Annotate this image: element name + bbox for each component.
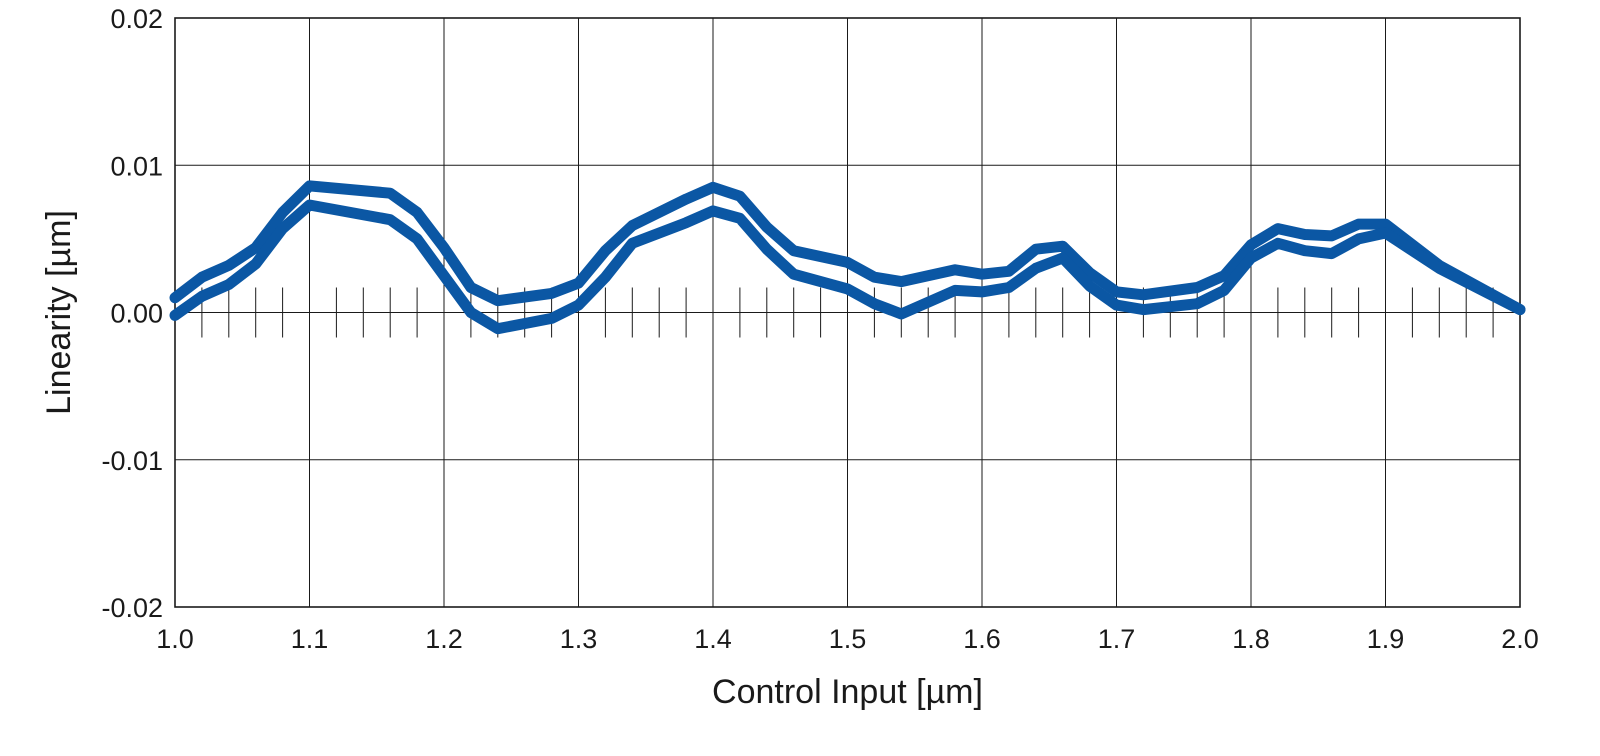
series-group	[169, 180, 1526, 335]
x-tick-label: 1.8	[1232, 624, 1270, 654]
x-tick-label: 1.5	[829, 624, 867, 654]
series-line-1	[169, 180, 1526, 316]
x-tick-label: 1.3	[560, 624, 598, 654]
zero-line-minor-ticks	[201, 287, 1494, 338]
x-tick-label: 1.9	[1367, 624, 1405, 654]
x-tick-label: 1.4	[694, 624, 732, 654]
x-axis-title: Control Input [µm]	[712, 673, 983, 711]
y-tick-label: -0.02	[101, 593, 163, 623]
y-axis-title: Linearity [µm]	[40, 210, 78, 415]
x-tick-labels: 1.0 1.1 1.2 1.3 1.4 1.5 1.6 1.7 1.8 1.9 2.0	[156, 624, 1539, 654]
y-tick-label: -0.01	[101, 446, 163, 476]
x-tick-label: 1.2	[425, 624, 463, 654]
series-line-2	[169, 199, 1526, 335]
y-tick-label: 0.00	[110, 299, 163, 329]
x-tick-label: 1.6	[963, 624, 1001, 654]
x-tick-label: 2.0	[1501, 624, 1539, 654]
y-tick-labels: 0.02 0.01 0.00 -0.01 -0.02	[101, 4, 163, 623]
x-tick-label: 1.7	[1098, 624, 1136, 654]
y-tick-label: 0.02	[110, 4, 163, 34]
x-tick-label: 1.1	[291, 624, 329, 654]
x-tick-label: 1.0	[156, 624, 194, 654]
y-tick-label: 0.01	[110, 151, 163, 181]
